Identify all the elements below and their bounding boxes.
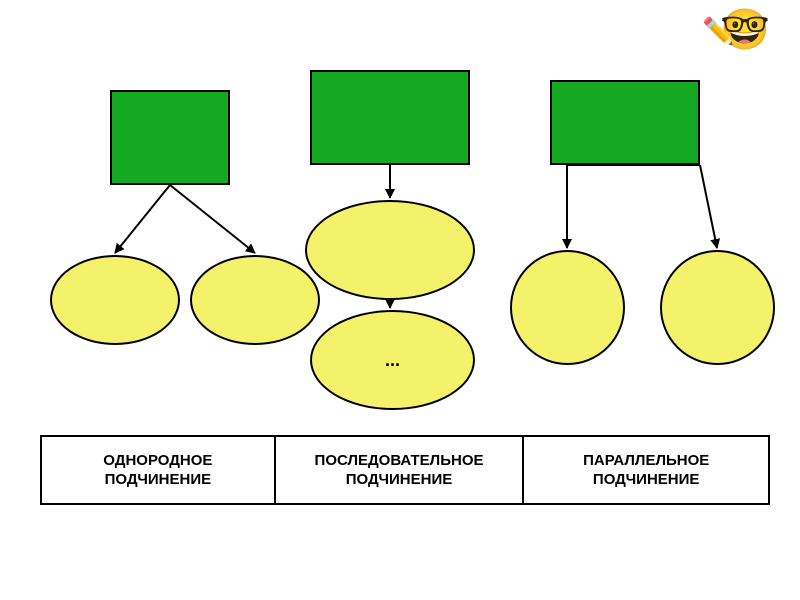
green-rect-1 <box>110 90 230 185</box>
label-line2: ПОДЧИНЕНИЕ <box>103 470 212 490</box>
label-line1: ПАРАЛЛЕЛЬНОЕ <box>583 451 709 471</box>
yellow-ellipse-6 <box>660 250 775 365</box>
pencil-icon: ✏️ <box>702 18 734 44</box>
yellow-ellipse-1 <box>50 255 180 345</box>
label-line2: ПОДЧИНЕНИЕ <box>583 470 709 490</box>
label-cell-1: ОДНОРОДНОЕПОДЧИНЕНИЕ <box>42 437 276 503</box>
label-table: ОДНОРОДНОЕПОДЧИНЕНИЕПОСЛЕДОВАТЕЛЬНОЕПОДЧ… <box>40 435 770 505</box>
diagram-canvas: ОДНОРОДНОЕПОДЧИНЕНИЕПОСЛЕДОВАТЕЛЬНОЕПОДЧ… <box>0 0 800 600</box>
label-line2: ПОДЧИНЕНИЕ <box>315 470 484 490</box>
yellow-ellipse-4: ... <box>310 310 475 410</box>
yellow-ellipse-2 <box>190 255 320 345</box>
smiley-decor-icon: 🤓✏️ <box>720 10 770 50</box>
yellow-ellipse-3 <box>305 200 475 300</box>
green-rect-3 <box>550 80 700 165</box>
label-cell-2: ПОСЛЕДОВАТЕЛЬНОЕПОДЧИНЕНИЕ <box>276 437 525 503</box>
yellow-ellipse-5 <box>510 250 625 365</box>
green-rect-2 <box>310 70 470 165</box>
label-line1: ОДНОРОДНОЕ <box>103 451 212 471</box>
label-cell-3: ПАРАЛЛЕЛЬНОЕПОДЧИНЕНИЕ <box>524 437 768 503</box>
ellipse-text: ... <box>385 350 400 371</box>
label-line1: ПОСЛЕДОВАТЕЛЬНОЕ <box>315 451 484 471</box>
